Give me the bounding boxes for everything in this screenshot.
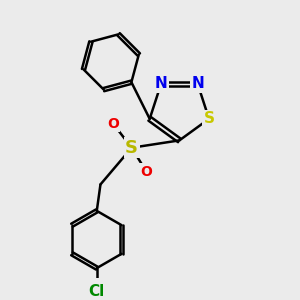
Text: S: S	[125, 139, 138, 157]
Text: N: N	[191, 76, 204, 92]
Text: N: N	[154, 76, 167, 92]
Text: S: S	[203, 111, 214, 126]
Text: O: O	[107, 117, 119, 131]
Text: Cl: Cl	[89, 284, 105, 299]
Text: O: O	[140, 165, 152, 178]
